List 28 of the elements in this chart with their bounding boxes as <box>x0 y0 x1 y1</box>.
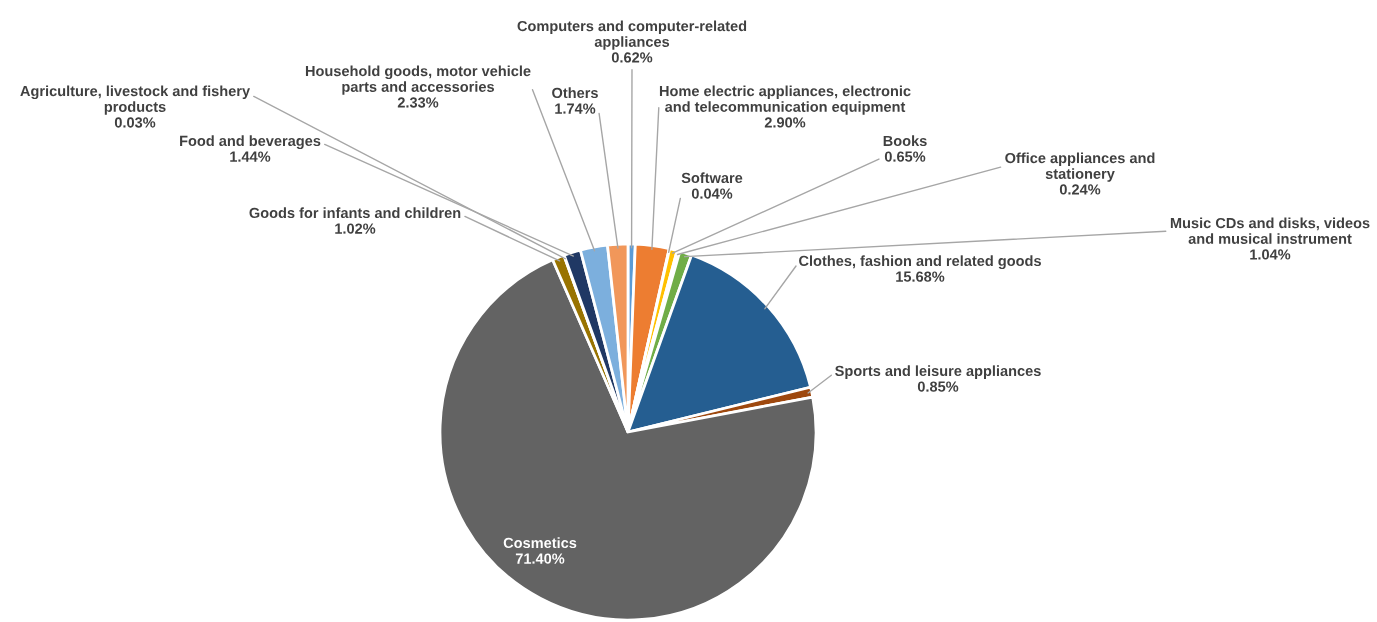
slice-label: Music CDs and disks, videos and musical instrument <box>1170 217 1370 244</box>
data-label: 0.85% <box>917 381 959 392</box>
data-label: 71.40% <box>515 553 565 564</box>
slice-label: Others <box>552 87 598 99</box>
data-label: 0.62% <box>611 52 653 63</box>
data-label: 1.44% <box>230 151 271 162</box>
data-label: 15.68% <box>896 271 945 282</box>
data-label: 1.04% <box>1250 249 1291 260</box>
slice-label: Software <box>681 172 743 184</box>
slice-label: Office appliances and stationery <box>1005 152 1155 182</box>
data-label: 1.74% <box>555 103 596 114</box>
data-label: 0.04% <box>691 188 733 199</box>
slice-label: Sports and leisure appliances <box>835 365 1041 379</box>
slice-label: Clothes, fashion and related goods <box>799 255 1041 269</box>
slice-label: Books <box>883 135 927 147</box>
slice-label: Household goods, motor vehicle parts and accessories <box>305 65 531 95</box>
slice-label: Cosmetics <box>503 537 577 549</box>
slice-label: Goods for infants and children <box>249 207 461 219</box>
data-label: 0.65% <box>884 151 926 162</box>
data-label: 2.90% <box>764 117 806 128</box>
data-label: 1.02% <box>335 223 376 234</box>
slice-label: Food and beverages <box>180 135 321 149</box>
slice-label: Agriculture, livestock and fishery products <box>20 85 251 115</box>
data-label: 0.03% <box>114 117 156 128</box>
data-label: 0.24% <box>1059 184 1101 195</box>
slice-label: Computers and computer-related appliances <box>517 20 747 50</box>
slice-label: Home electric appliances, electronic and telecommunication equipment <box>659 85 911 115</box>
data-label: 2.33% <box>397 97 439 108</box>
